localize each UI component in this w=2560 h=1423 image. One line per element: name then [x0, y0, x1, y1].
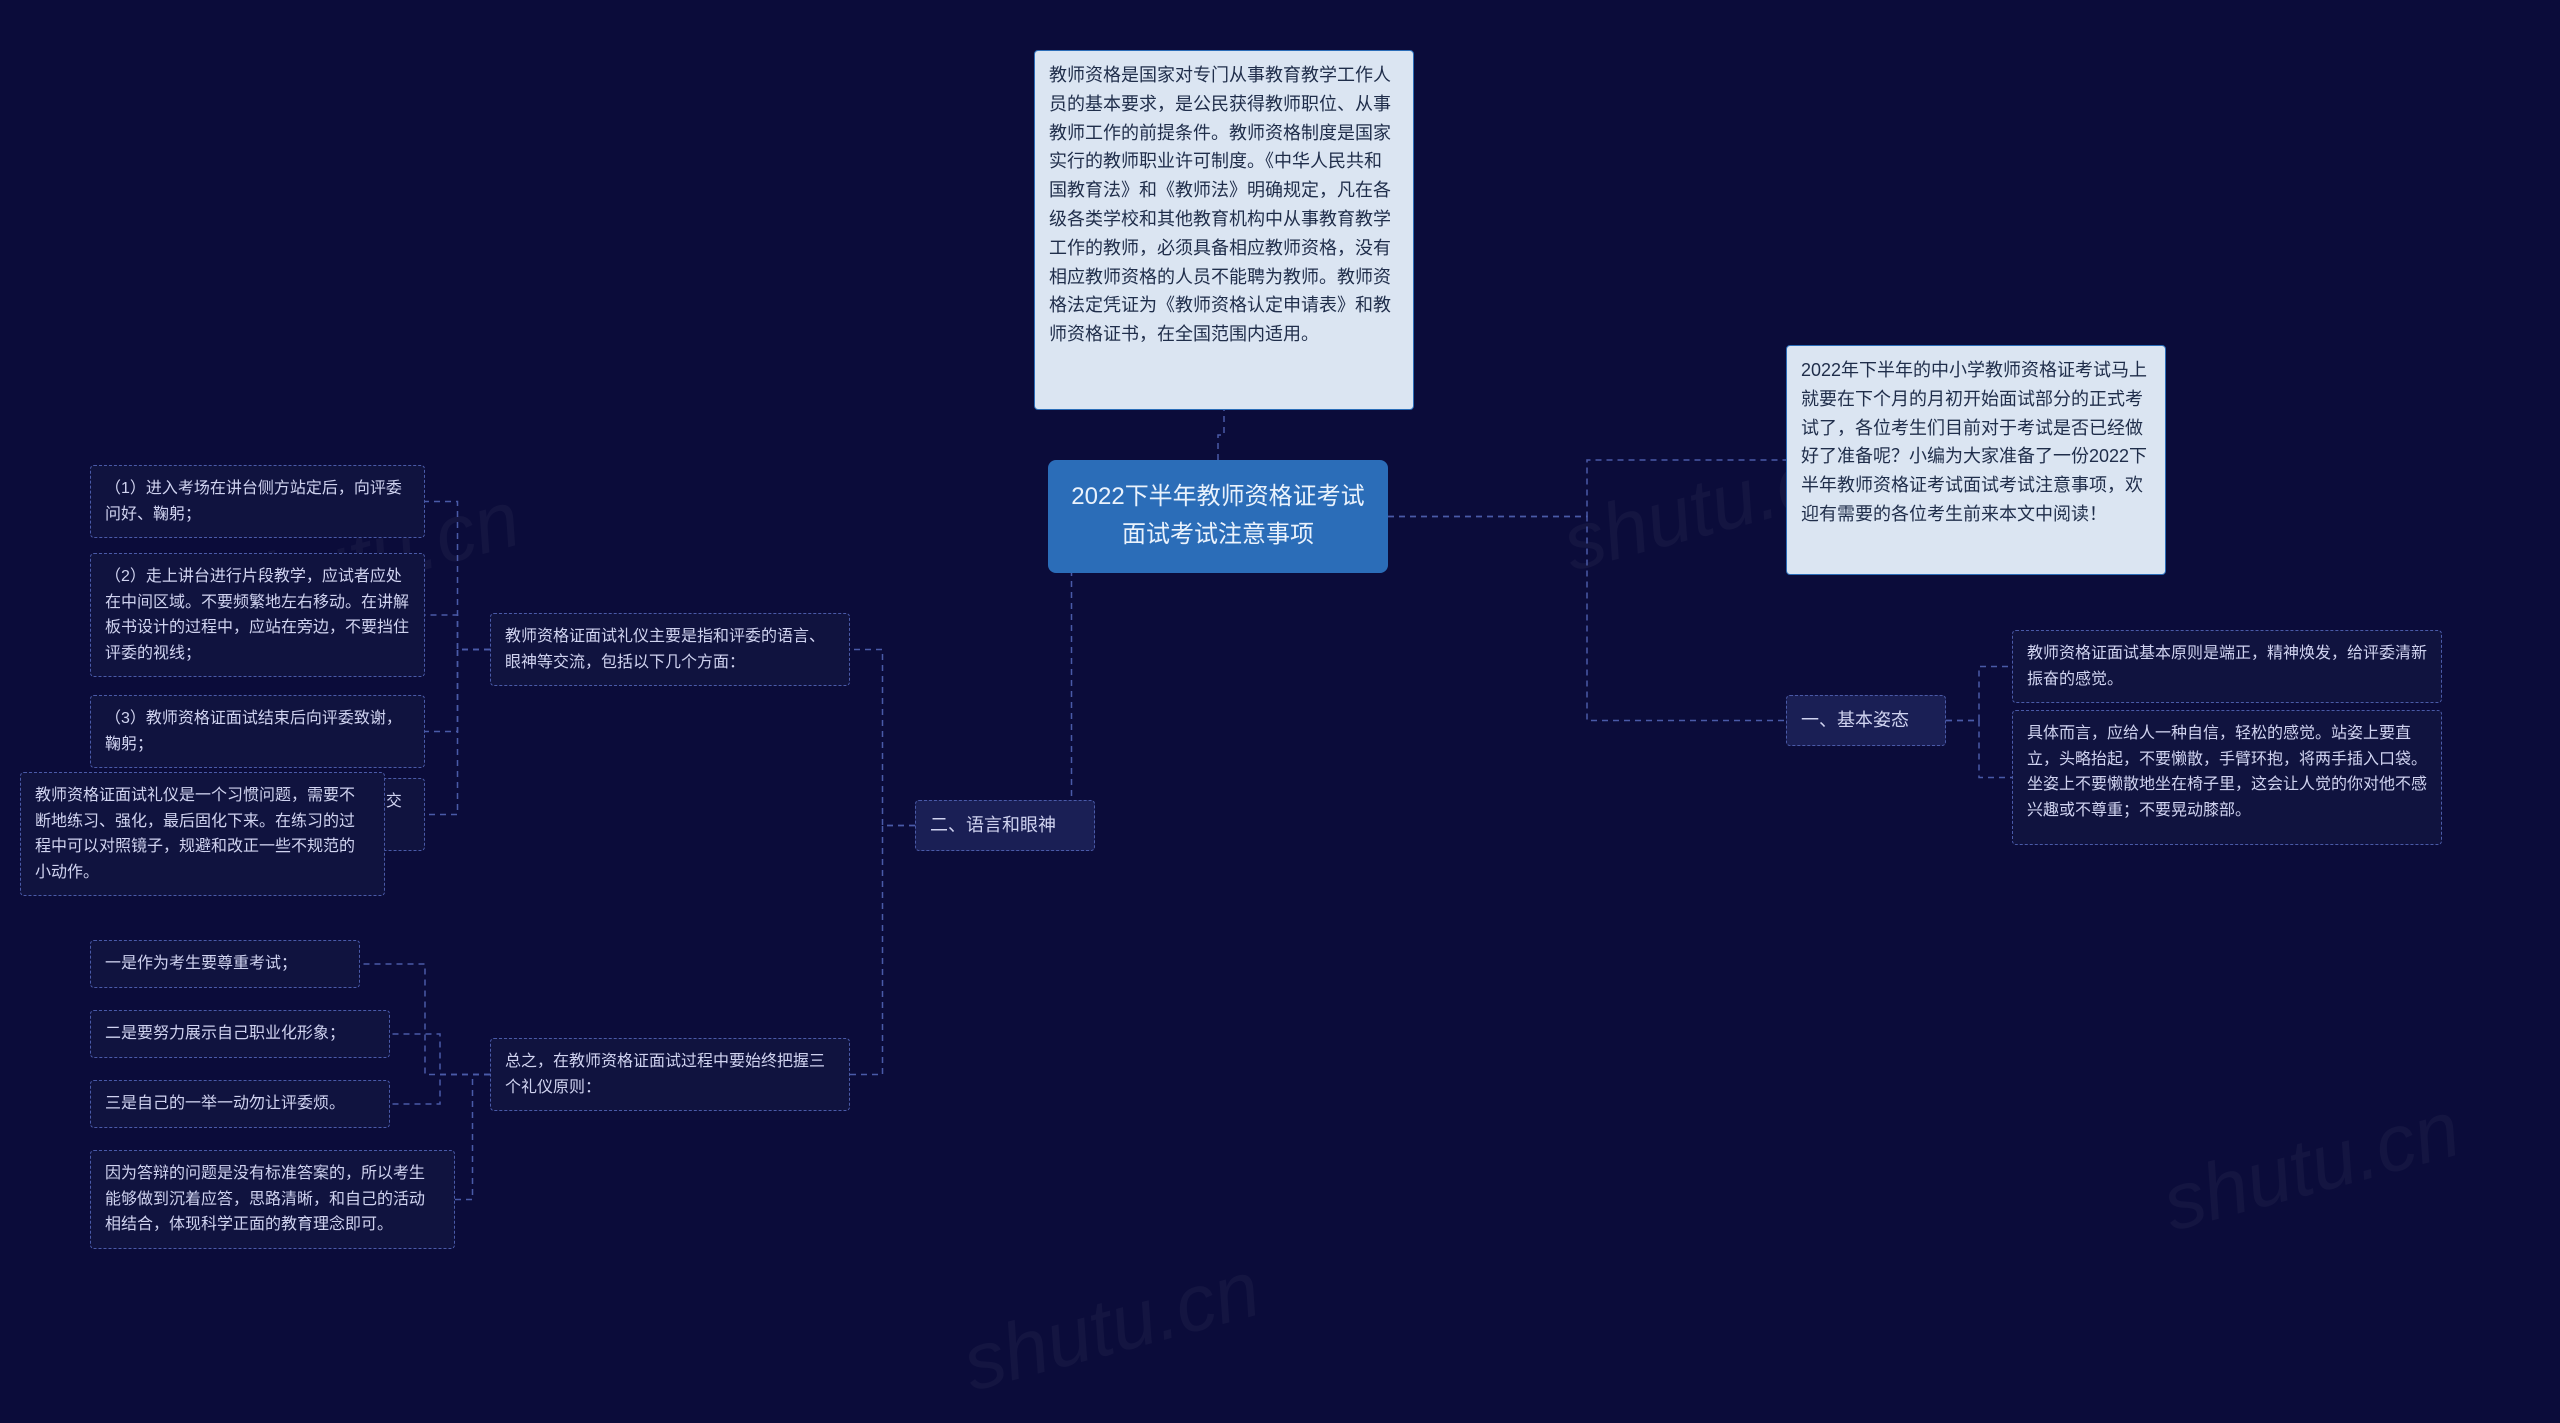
mindmap-node-b2_s3[interactable]: 教师资格证面试礼仪是一个习惯问题，需要不断地练习、强化，最后固化下来。在练习的过… [20, 772, 385, 896]
watermark: shutu.cn [2153, 1082, 2469, 1249]
mindmap-node-b2_s1_2[interactable]: （2）走上讲台进行片段教学，应试者应处在中间区域。不要频繁地左右移动。在讲解板书… [90, 553, 425, 677]
mindmap-node-branch1_sub1[interactable]: 教师资格证面试基本原则是端正，精神焕发，给评委清新振奋的感觉。 [2012, 630, 2442, 703]
mindmap-node-branch1[interactable]: 一、基本姿态 [1786, 695, 1946, 746]
mindmap-node-branch2[interactable]: 二、语言和眼神 [915, 800, 1095, 851]
mindmap-node-b2_s1_3[interactable]: （3）教师资格证面试结束后向评委致谢，鞠躬； [90, 695, 425, 768]
root-topic[interactable]: 2022下半年教师资格证考试面试考试注意事项 [1048, 460, 1388, 573]
mindmap-node-b2_s2_2[interactable]: 二是要努力展示自己职业化形象； [90, 1010, 390, 1058]
mindmap-node-intro_right[interactable]: 2022年下半年的中小学教师资格证考试马上就要在下个月的月初开始面试部分的正式考… [1786, 345, 2166, 575]
watermark: shutu.cn [953, 1242, 1269, 1409]
mindmap-node-b2_s2_1[interactable]: 一是作为考生要尊重考试； [90, 940, 360, 988]
mindmap-node-b2_s2_4[interactable]: 因为答辩的问题是没有标准答案的，所以考生能够做到沉着应答，思路清晰，和自己的活动… [90, 1150, 455, 1249]
mindmap-node-b2_s2_3[interactable]: 三是自己的一举一动勿让评委烦。 [90, 1080, 390, 1128]
mindmap-node-b2_s1_1[interactable]: （1）进入考场在讲台侧方站定后，向评委问好、鞠躬； [90, 465, 425, 538]
mindmap-node-b2_s1[interactable]: 教师资格证面试礼仪主要是指和评委的语言、眼神等交流，包括以下几个方面： [490, 613, 850, 686]
mindmap-node-top_desc[interactable]: 教师资格是国家对专门从事教育教学工作人员的基本要求，是公民获得教师职位、从事教师… [1034, 50, 1414, 410]
mindmap-node-b2_s2[interactable]: 总之，在教师资格证面试过程中要始终把握三个礼仪原则： [490, 1038, 850, 1111]
mindmap-node-branch1_sub2[interactable]: 具体而言，应给人一种自信，轻松的感觉。站姿上要直立，头略抬起，不要懒散，手臂环抱… [2012, 710, 2442, 845]
